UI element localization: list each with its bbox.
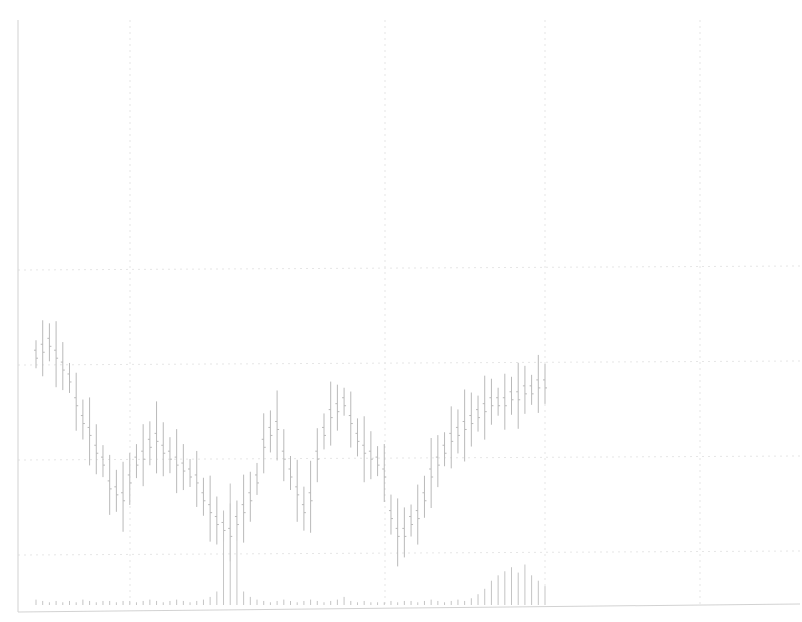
h-gridline xyxy=(17,360,801,366)
h-gridline xyxy=(17,455,801,461)
price-bars xyxy=(34,320,547,567)
gridlines xyxy=(17,20,801,608)
volume-bars xyxy=(35,483,546,605)
h-gridline xyxy=(17,550,801,556)
h-gridline xyxy=(17,265,801,271)
bottom-axis-line xyxy=(17,603,801,613)
